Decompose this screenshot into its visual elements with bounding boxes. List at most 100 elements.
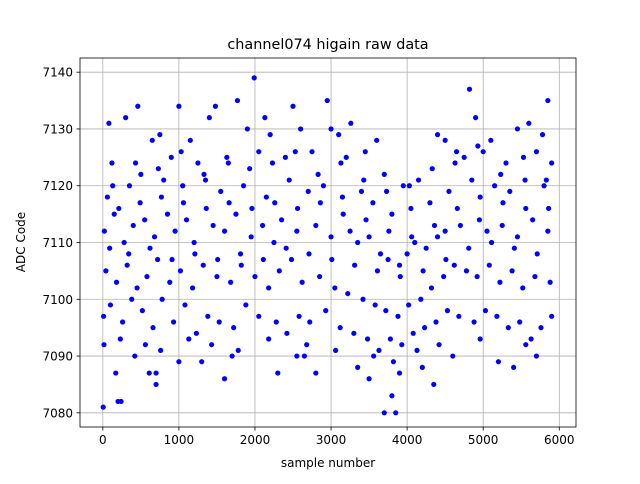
data-point xyxy=(549,313,555,319)
data-point xyxy=(137,200,143,206)
data-point xyxy=(329,256,335,263)
data-point xyxy=(256,313,262,319)
data-point xyxy=(113,279,120,285)
data-point xyxy=(189,285,196,291)
data-point xyxy=(406,183,412,189)
data-point xyxy=(146,370,152,376)
data-point xyxy=(192,251,198,257)
data-point xyxy=(358,188,365,195)
data-point xyxy=(400,183,406,189)
data-point xyxy=(534,251,540,257)
data-point xyxy=(374,137,380,143)
data-point xyxy=(191,239,197,246)
data-point xyxy=(355,364,361,370)
data-point xyxy=(288,256,295,263)
data-point xyxy=(533,149,540,155)
data-point xyxy=(292,149,298,155)
data-point xyxy=(523,342,529,348)
data-point xyxy=(532,273,538,280)
data-point xyxy=(488,137,494,143)
y-tick-label: 7130 xyxy=(42,122,73,136)
data-point xyxy=(423,245,429,251)
data-point xyxy=(101,228,107,234)
data-point xyxy=(347,228,353,234)
data-point xyxy=(249,205,255,212)
data-point xyxy=(307,319,313,325)
data-point xyxy=(477,336,483,342)
data-point xyxy=(266,285,272,291)
data-point xyxy=(317,273,323,280)
data-point xyxy=(520,154,527,160)
data-point xyxy=(243,302,249,308)
data-point xyxy=(454,205,460,212)
data-points xyxy=(100,75,555,416)
data-point xyxy=(463,268,470,274)
x-axis-ticks: 0 1000 2000 3000 4000 5000 6000 xyxy=(99,427,575,447)
data-point xyxy=(120,319,126,325)
data-point xyxy=(110,183,116,189)
data-point xyxy=(187,137,193,143)
data-point xyxy=(262,115,268,121)
data-point xyxy=(134,285,140,291)
data-point xyxy=(505,325,511,331)
data-point xyxy=(514,126,521,132)
data-point xyxy=(530,217,536,223)
data-point xyxy=(233,211,239,217)
data-point xyxy=(304,342,310,348)
data-point xyxy=(477,194,483,200)
data-point xyxy=(364,336,371,342)
data-point xyxy=(539,132,546,138)
data-point xyxy=(471,319,477,325)
data-point xyxy=(546,205,552,212)
data-point xyxy=(130,222,136,229)
data-point xyxy=(221,376,228,382)
data-point xyxy=(129,296,135,302)
data-point xyxy=(452,160,458,166)
data-point xyxy=(272,200,278,206)
data-point xyxy=(306,251,312,257)
data-point xyxy=(235,347,241,353)
data-point xyxy=(495,359,502,365)
data-point xyxy=(361,177,367,183)
data-point xyxy=(433,319,439,325)
data-point xyxy=(456,313,462,319)
data-point xyxy=(355,239,361,246)
data-point xyxy=(121,239,127,246)
data-point xyxy=(221,228,228,234)
data-point xyxy=(545,228,551,234)
data-point xyxy=(381,171,387,177)
data-point xyxy=(370,200,376,206)
data-point xyxy=(522,177,528,183)
data-point xyxy=(286,177,292,183)
data-point xyxy=(151,234,158,240)
data-point xyxy=(251,75,257,81)
data-point xyxy=(446,188,452,195)
data-point xyxy=(234,97,241,104)
data-point xyxy=(275,370,281,376)
data-point xyxy=(116,205,122,212)
data-point xyxy=(256,149,262,155)
data-point xyxy=(348,120,354,126)
data-point xyxy=(206,115,212,121)
data-point xyxy=(469,177,475,183)
data-point xyxy=(476,217,482,223)
data-point xyxy=(324,97,330,104)
data-point xyxy=(269,160,276,166)
data-point xyxy=(429,166,435,172)
data-point xyxy=(434,234,441,240)
data-point xyxy=(290,103,296,109)
data-point xyxy=(381,410,387,416)
data-point xyxy=(523,205,529,212)
data-point xyxy=(228,279,234,285)
data-point xyxy=(167,279,173,285)
data-point xyxy=(511,245,517,251)
data-point xyxy=(154,256,161,263)
data-point xyxy=(313,370,319,376)
data-point xyxy=(216,319,222,325)
data-point xyxy=(155,166,161,172)
data-point xyxy=(549,160,555,166)
data-point xyxy=(183,217,190,223)
data-point xyxy=(420,268,426,274)
data-point xyxy=(396,262,403,268)
